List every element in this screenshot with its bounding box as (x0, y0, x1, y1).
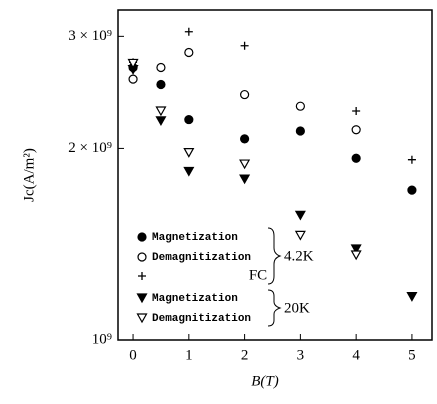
x-tick-label: 5 (408, 347, 416, 363)
data-point (239, 174, 251, 185)
data-point (184, 114, 194, 125)
legend-brace (267, 227, 282, 285)
legend-label: Demagnitization (152, 313, 251, 325)
y-axis-label: Jc(A/m²) (21, 148, 37, 202)
data-point (407, 185, 417, 195)
x-tick-label: 3 (297, 347, 305, 363)
plot-frame (117, 9, 433, 341)
data-point (155, 106, 167, 117)
data-point (240, 134, 250, 144)
x-tick-label: 0 (129, 347, 137, 363)
data-point (406, 292, 418, 302)
legend-group-label: 20K (284, 300, 310, 316)
x-axis-label: B(T) (251, 373, 279, 389)
x-tick-label: 2 (241, 347, 249, 363)
data-point (295, 101, 305, 111)
data-point (128, 74, 138, 84)
y-tick-label: 3 × 10⁹ (68, 28, 112, 44)
data-point (239, 159, 251, 170)
data-point (156, 62, 166, 73)
data-point (183, 166, 195, 177)
y-tick-label: 10⁹ (92, 331, 112, 347)
legend-marker (137, 232, 147, 242)
data-point (352, 106, 361, 115)
data-point (184, 47, 194, 58)
y-tick-label: 2 × 10⁹ (68, 140, 112, 156)
legend-brace (267, 289, 282, 327)
legend-label: Demagnitization (152, 252, 251, 264)
data-point (155, 116, 167, 127)
x-tick-label: 1 (185, 347, 193, 363)
legend-marker (138, 272, 146, 280)
data-point (294, 210, 306, 221)
legend-label: FC (249, 267, 267, 283)
data-point (127, 58, 139, 69)
data-point (294, 230, 306, 241)
data-point (183, 147, 195, 158)
data-point (350, 250, 362, 261)
x-tick-label: 4 (352, 347, 360, 363)
data-point (240, 89, 250, 100)
legend-marker (136, 313, 148, 324)
data-point (295, 126, 305, 136)
data-point (351, 125, 361, 135)
data-point (351, 153, 361, 163)
data-point (407, 155, 416, 164)
legend-marker (136, 293, 148, 304)
legend-label: Magnetization (152, 232, 238, 244)
legend-marker (137, 252, 147, 262)
data-point (184, 27, 193, 36)
data-point (240, 41, 249, 50)
data-point (156, 79, 166, 90)
legend-group-label: 4.2K (284, 248, 314, 264)
legend-label: Magnetization (152, 293, 238, 305)
data-point (350, 244, 362, 255)
